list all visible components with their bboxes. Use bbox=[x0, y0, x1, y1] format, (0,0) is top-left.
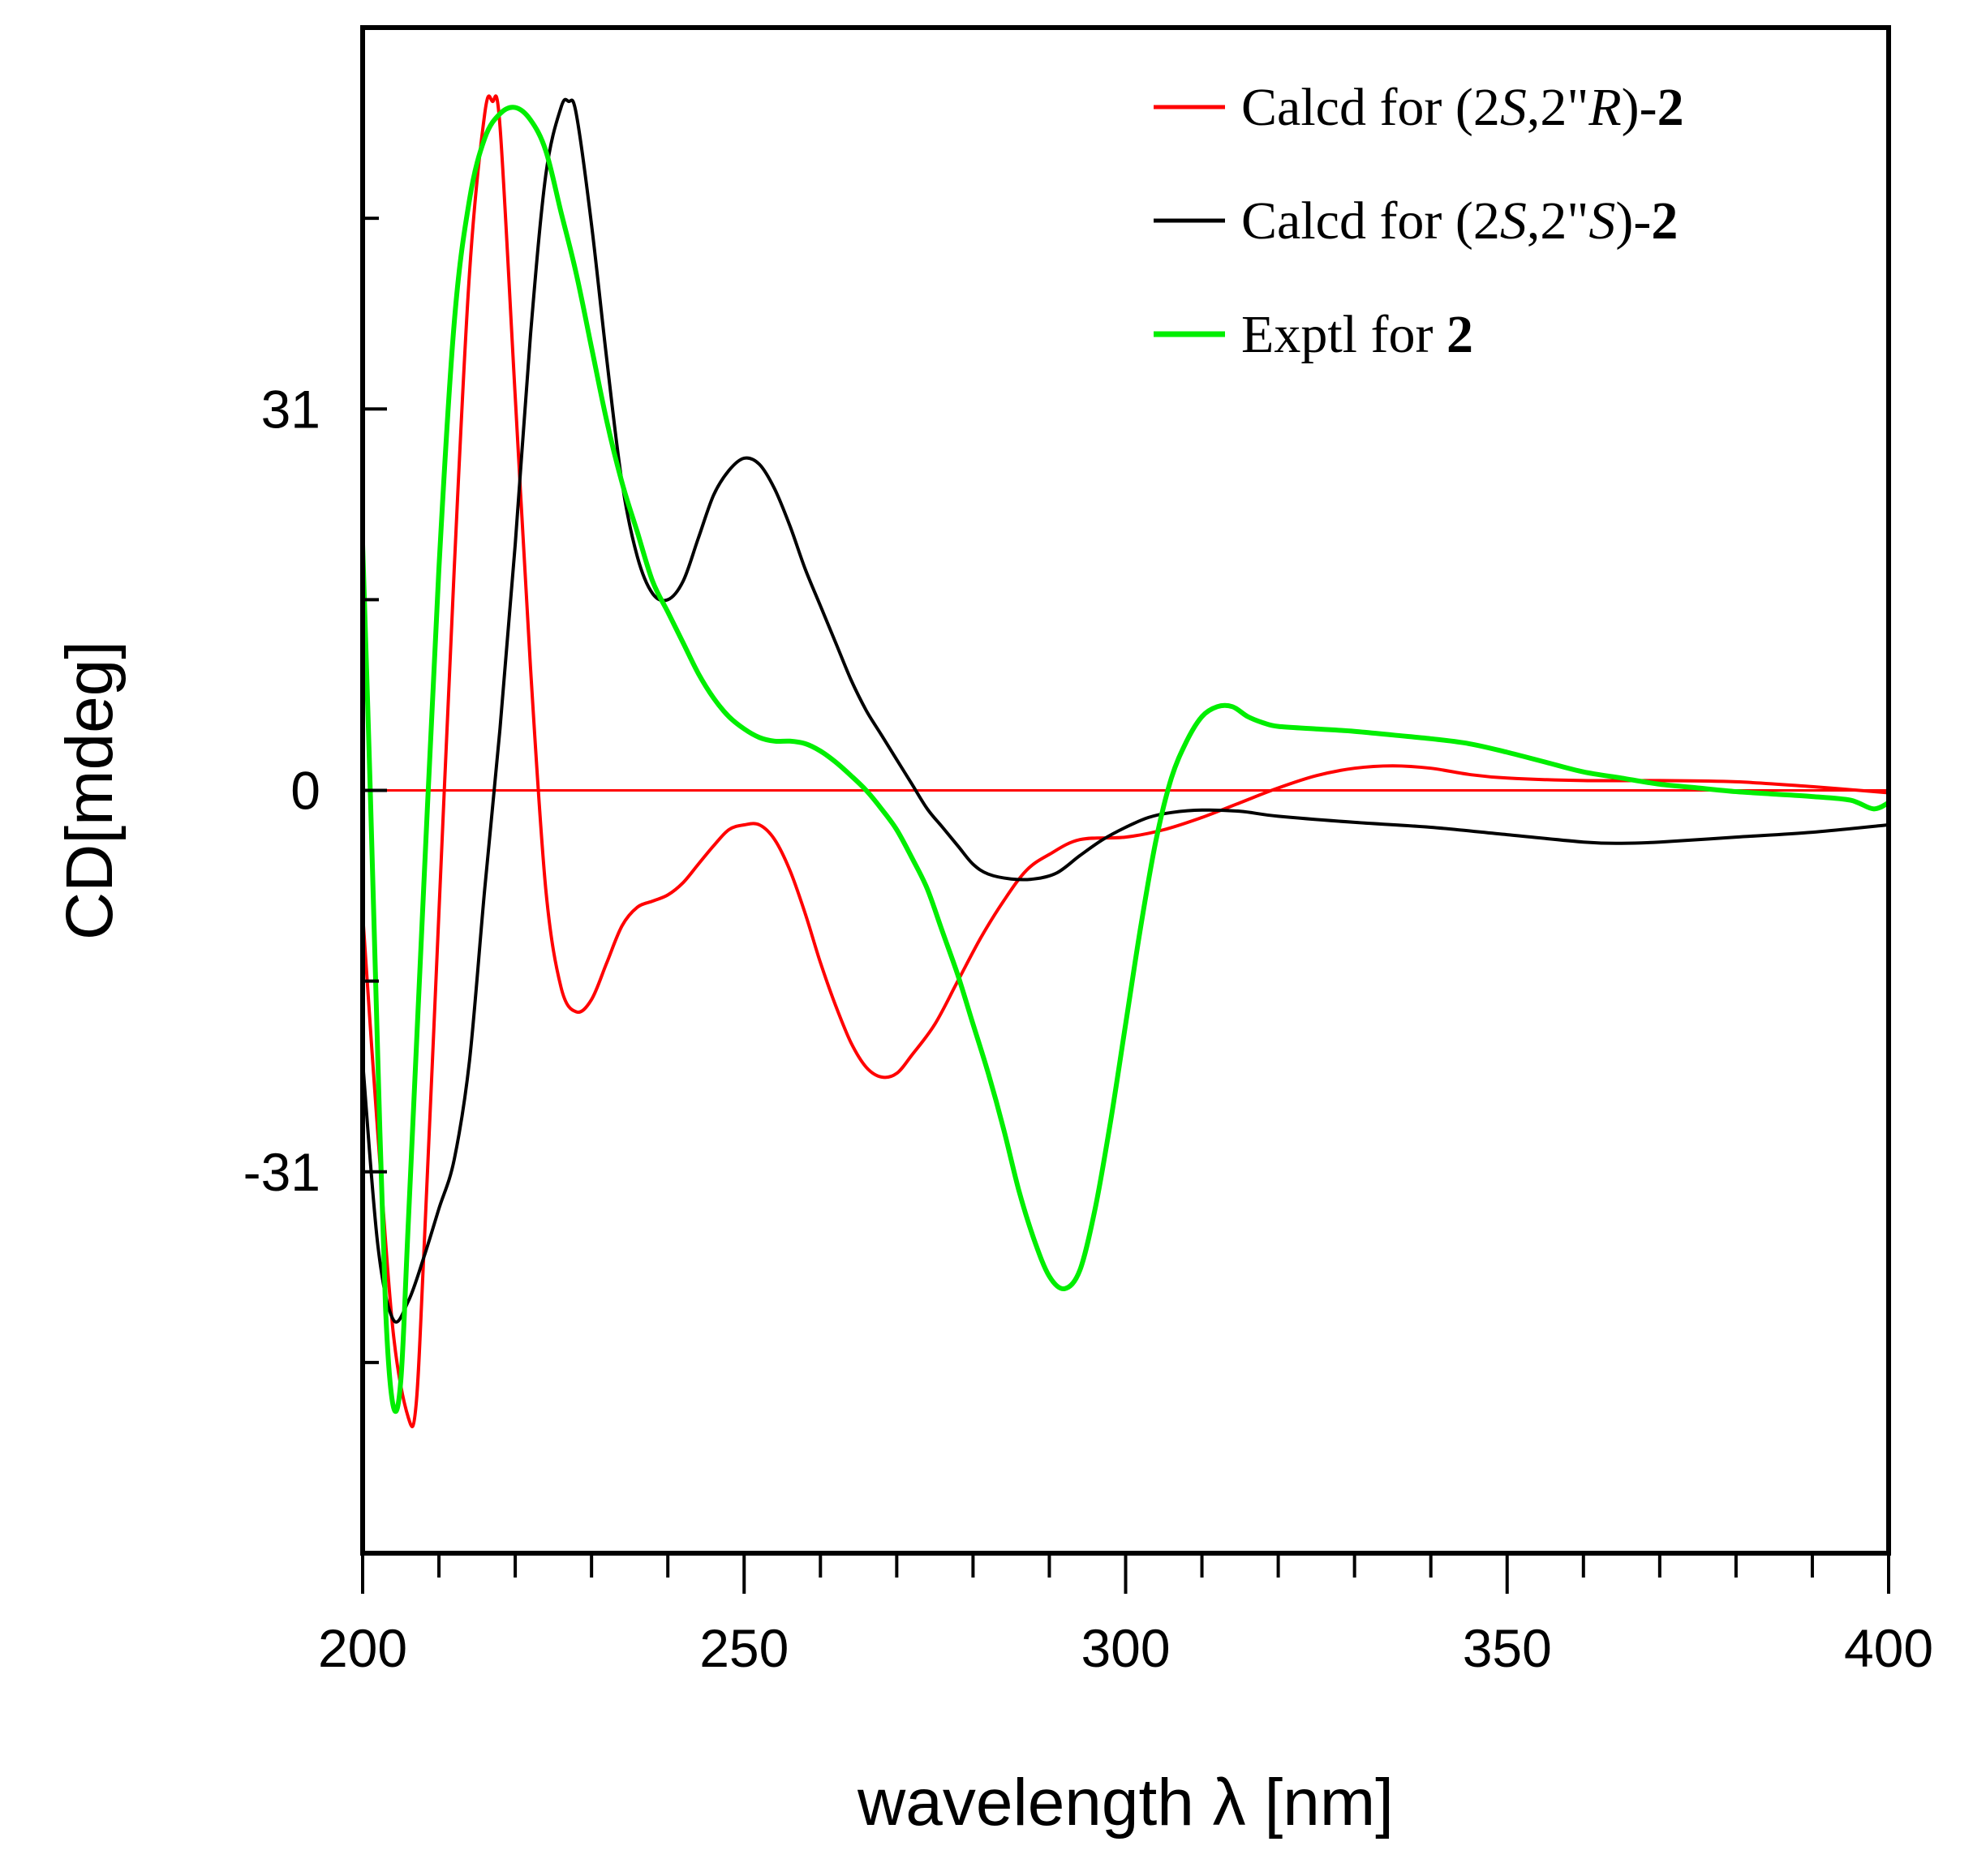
x-axis-ticks: 200 250 300 350 400 bbox=[318, 1553, 1933, 1678]
legend-label-part: )- bbox=[1615, 191, 1651, 251]
y-axis-title: CD[mdeg] bbox=[53, 641, 127, 940]
legend-label-part: ,2" bbox=[1527, 191, 1588, 251]
legend-label-part: Calcd for (2 bbox=[1241, 78, 1500, 137]
series-line-2 bbox=[360, 105, 1890, 1415]
y-axis-ticks: 31 0 -31 bbox=[243, 26, 387, 1555]
x-tick-label: 300 bbox=[1081, 1618, 1170, 1678]
y-tick-label: 31 bbox=[261, 379, 320, 439]
legend-label: Calcd for (2S,2"R)-2 bbox=[1241, 78, 1684, 137]
legend-label-part: R bbox=[1588, 78, 1621, 137]
series-layer bbox=[360, 94, 1890, 1428]
y-tick-label: -31 bbox=[243, 1142, 320, 1202]
legend-label: Calcd for (2S,2"S)-2 bbox=[1241, 191, 1678, 251]
legend-label-part: ,2" bbox=[1527, 78, 1588, 137]
x-tick-label: 200 bbox=[318, 1618, 407, 1678]
x-tick-label: 350 bbox=[1463, 1618, 1552, 1678]
legend-label-part: Exptl for bbox=[1241, 305, 1446, 364]
legend-label: Exptl for 2 bbox=[1241, 305, 1473, 364]
legend-label-part: S bbox=[1588, 191, 1615, 251]
legend-label-part: )- bbox=[1622, 78, 1657, 137]
x-tick-label: 400 bbox=[1844, 1618, 1933, 1678]
y-tick-label: 0 bbox=[290, 761, 320, 821]
legend-label-part: 2 bbox=[1651, 191, 1678, 251]
x-axis-title: wavelength λ [nm] bbox=[857, 1766, 1394, 1840]
series-line-0 bbox=[361, 94, 1889, 1428]
x-tick-label: 250 bbox=[699, 1618, 789, 1678]
legend-label-part: S bbox=[1500, 191, 1527, 251]
series-line-1 bbox=[361, 97, 1889, 1324]
legend-label-part: 2 bbox=[1657, 78, 1684, 137]
legend-label-part: 2 bbox=[1446, 305, 1473, 364]
legend-label-part: Calcd for (2 bbox=[1241, 191, 1500, 251]
legend-label-part: S bbox=[1500, 78, 1527, 137]
